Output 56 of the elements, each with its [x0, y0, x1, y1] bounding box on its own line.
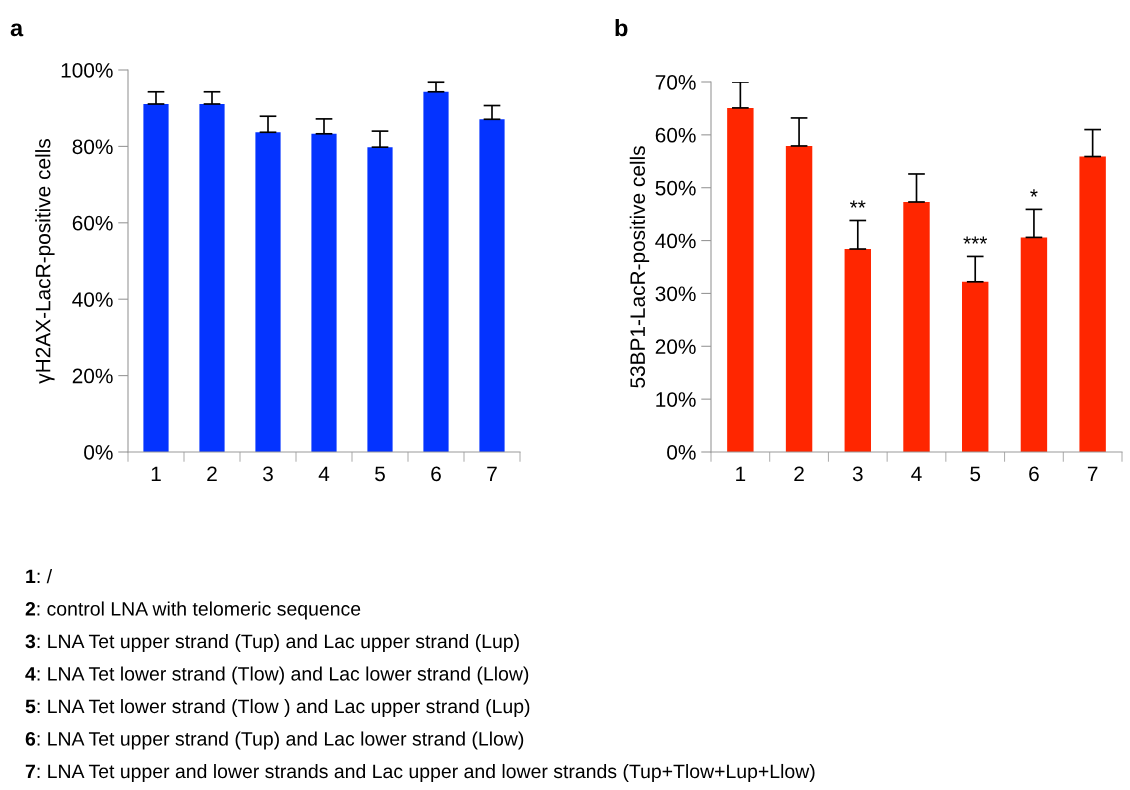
- bar: [311, 133, 337, 452]
- y-axis-title: 53BP1-LacR-positive cells: [629, 146, 650, 388]
- x-tick-label: 4: [318, 466, 330, 481]
- bar: [727, 107, 754, 452]
- y-axis-title: γH2AX-LacR-positive cells: [35, 139, 55, 384]
- x-tick-label: 3: [852, 466, 863, 482]
- bar: [143, 104, 169, 452]
- bar: [962, 281, 989, 452]
- x-tick-label: 4: [911, 466, 922, 481]
- text: 2: control LNA with telomeric sequence: [25, 601, 361, 620]
- chart-title: b: [615, 19, 628, 37]
- bar: [1079, 156, 1106, 452]
- annotation: ***: [963, 236, 988, 244]
- x-tick-label: 7: [487, 466, 497, 481]
- bar: [844, 249, 871, 452]
- bar: [903, 201, 930, 452]
- y-tick-label: 40%: [655, 233, 696, 249]
- x-tick-label: 5: [375, 466, 385, 482]
- bar: [479, 119, 505, 452]
- text: 3: LNA Tet upper strand (Tup) and Lac upper strand (Lup): [25, 633, 519, 653]
- y-tick-label: 60%: [72, 215, 113, 231]
- bar: [199, 104, 225, 452]
- y-tick-label: 100%: [61, 63, 113, 78]
- text: 6: LNA Tet upper strand (Tup) and Lac lower strand (Llow): [25, 731, 524, 750]
- annotation: *: [1030, 189, 1038, 197]
- bar: [255, 132, 281, 452]
- x-tick-label: 5: [970, 466, 981, 482]
- x-tick-label: 3: [263, 466, 273, 482]
- bar: [1020, 237, 1048, 452]
- x-tick-label: 2: [794, 466, 804, 481]
- y-tick-label: 30%: [655, 286, 696, 302]
- text: 7: LNA Tet upper and lower strands and Lac upper and lower strands (Tup+Tlow+Lup+Llow): [25, 763, 815, 783]
- y-tick-label: 70%: [655, 75, 696, 90]
- x-tick-label: 6: [1029, 466, 1039, 482]
- y-tick-label: 0%: [84, 445, 113, 460]
- text: 1: /: [26, 568, 53, 584]
- y-tick-label: 50%: [655, 180, 696, 196]
- y-tick-label: 20%: [72, 368, 113, 384]
- x-tick-label: 1: [151, 466, 161, 481]
- chart-title: a: [10, 23, 24, 37]
- y-tick-label: 20%: [655, 339, 696, 355]
- y-tick-label: 10%: [656, 392, 696, 407]
- text: 5: LNA Tet lower strand (Tlow ) and Lac upper strand (Lup): [25, 698, 530, 718]
- x-tick-label: 1: [736, 466, 746, 481]
- text: 4: LNA Tet lower strand (Tlow) and Lac lower strand (Llow): [25, 666, 529, 685]
- y-tick-label: 80%: [72, 139, 113, 155]
- y-tick-label: 60%: [655, 127, 696, 143]
- x-tick-label: 7: [1087, 466, 1098, 481]
- bar: [785, 145, 813, 452]
- y-tick-label: 40%: [72, 292, 113, 307]
- bar: [367, 147, 393, 452]
- y-tick-label: 0%: [667, 445, 696, 460]
- x-tick-label: 2: [207, 466, 217, 481]
- bar: [423, 91, 449, 452]
- annotation: **: [850, 200, 866, 208]
- x-tick-label: 6: [431, 466, 441, 482]
